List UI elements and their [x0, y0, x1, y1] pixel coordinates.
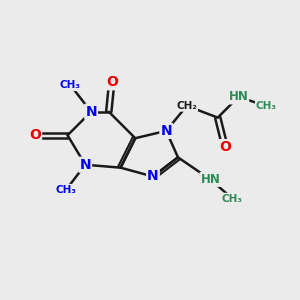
- Text: N: N: [160, 124, 172, 138]
- Text: HN: HN: [200, 173, 220, 186]
- Text: N: N: [80, 158, 91, 172]
- Text: O: O: [106, 75, 118, 89]
- Text: N: N: [147, 169, 159, 184]
- Text: O: O: [219, 140, 231, 154]
- Text: O: O: [29, 128, 41, 142]
- Text: CH₃: CH₃: [222, 194, 243, 204]
- Text: HN: HN: [228, 91, 248, 103]
- Text: CH₃: CH₃: [56, 185, 76, 195]
- Text: CH₂: CH₂: [176, 101, 197, 111]
- Text: CH₃: CH₃: [60, 80, 81, 90]
- Text: N: N: [85, 105, 97, 119]
- Text: CH₃: CH₃: [256, 101, 277, 111]
